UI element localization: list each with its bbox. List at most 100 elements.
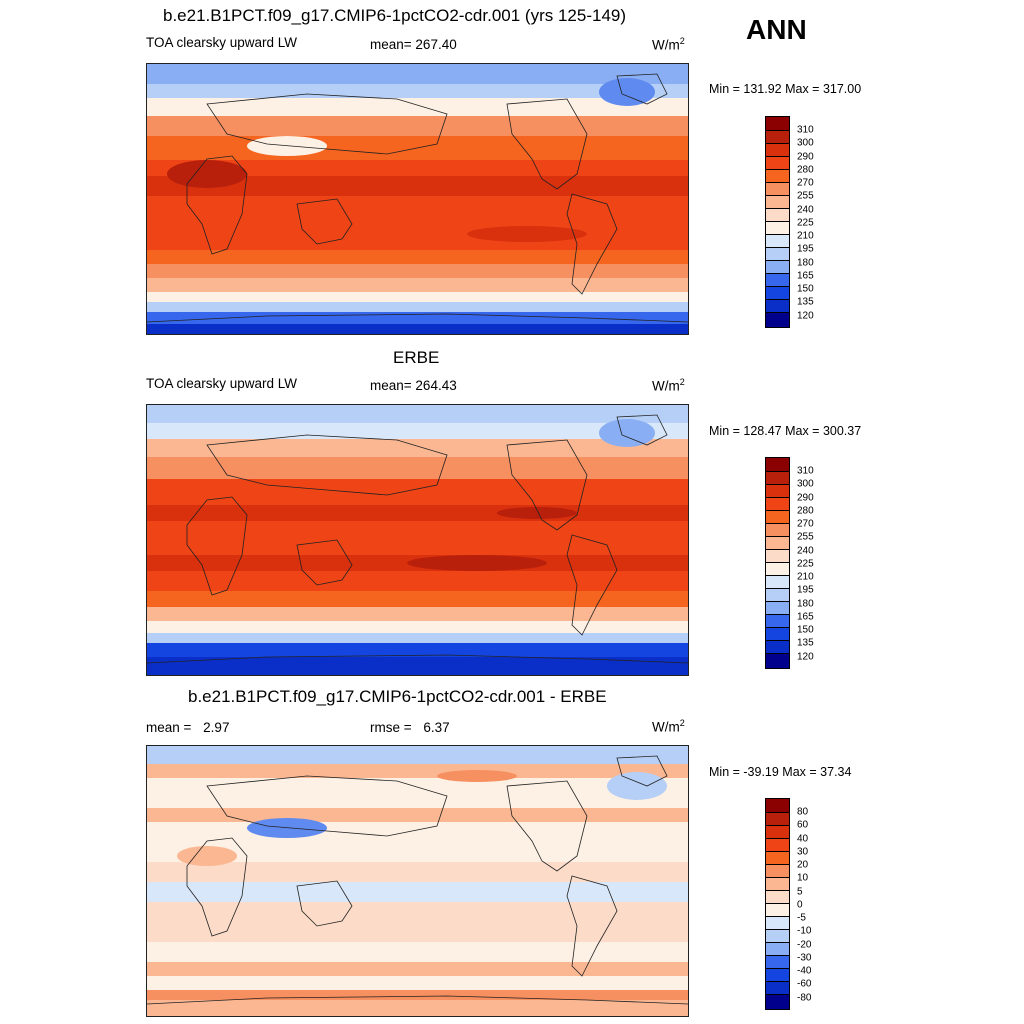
colorbar-tick-label: 180	[797, 598, 814, 609]
panel1-cbar-swatch	[766, 300, 789, 313]
colorbar-tick-label: 225	[797, 558, 814, 570]
colorbar-tick-label: 300	[797, 478, 814, 490]
panel1-map-svg	[147, 64, 688, 334]
panel3-mean-value: 2.97	[203, 720, 230, 735]
panel1-mean-label: mean=	[370, 37, 412, 52]
panel2-mean: mean= 264.43	[370, 378, 457, 393]
colorbar-tick-label: 240	[797, 545, 814, 556]
colorbar-tick-label: 290	[797, 492, 814, 503]
colorbar-tick-label: 270	[797, 177, 814, 189]
panel1-map	[146, 63, 689, 335]
colorbar-tick-label: 210	[797, 571, 814, 583]
panel2-cbar-swatch	[766, 576, 789, 589]
colorbar-tick-label: 20	[797, 859, 809, 871]
colorbar-tick-label: 300	[797, 137, 814, 149]
panel1-cbar-swatch	[766, 183, 789, 196]
colorbar-tick-label: 5	[797, 886, 803, 897]
colorbar-tick-label: 225	[797, 217, 814, 229]
panel3-cbar-swatch	[766, 799, 789, 813]
panel3-cbar-swatch	[766, 917, 789, 930]
panel2-cbar-swatch	[766, 589, 789, 602]
panel3-map-svg	[147, 746, 688, 1016]
colorbar-tick-label: 165	[797, 611, 814, 623]
colorbar-tick-label: 180	[797, 257, 814, 268]
panel2-cbar-swatch	[766, 524, 789, 537]
colorbar-tick-label: 40	[797, 833, 809, 844]
colorbar-tick-label: 135	[797, 296, 814, 308]
panel1-units-exp: 2	[679, 36, 685, 46]
panel3-units-base: W/m	[652, 719, 680, 735]
colorbar-tick-label: 195	[797, 243, 814, 255]
colorbar-tick-label: 60	[797, 819, 809, 831]
panel1-colorbar	[765, 116, 790, 328]
panel2-cbar-swatch	[766, 498, 789, 511]
panel1-cbar-swatch	[766, 235, 789, 248]
panel1-cbar-swatch	[766, 313, 789, 327]
panel3-cbar-swatch	[766, 865, 789, 878]
colorbar-tick-label: -30	[797, 952, 812, 964]
colorbar-tick-label: -10	[797, 925, 812, 937]
panel3-cbar-swatch	[766, 943, 789, 956]
panel2-cbar-swatch	[766, 563, 789, 576]
colorbar-tick-label: 30	[797, 846, 809, 858]
panel2-cbar-swatch	[766, 485, 789, 498]
panel1-cbar-swatch	[766, 117, 789, 131]
panel1-cbar-swatch	[766, 144, 789, 157]
colorbar-tick-label: -80	[797, 992, 812, 1003]
panel3-cbar-swatch	[766, 930, 789, 943]
panel2-units-exp: 2	[679, 377, 685, 387]
colorbar-tick-label: 135	[797, 637, 814, 649]
panel1-minmax: Min = 131.92 Max = 317.00	[709, 82, 862, 96]
panel2-cbar-swatch	[766, 641, 789, 654]
panel3-cbar-swatch	[766, 852, 789, 865]
panel1-cbar-swatch	[766, 170, 789, 183]
panel3-colorbar	[765, 798, 790, 1010]
colorbar-tick-label: -5	[797, 912, 806, 924]
colorbar-tick-label: 120	[797, 310, 814, 321]
colorbar-tick-label: -20	[797, 939, 812, 950]
panel1-mean: mean= 267.40	[370, 37, 457, 52]
panel3-title: b.e21.B1PCT.f09_g17.CMIP6-1pctCO2-cdr.00…	[188, 687, 607, 706]
panel1-variable: TOA clearsky upward LW	[146, 35, 298, 50]
panel1-units-base: W/m	[652, 37, 680, 53]
panel1-cbar-swatch	[766, 157, 789, 170]
panel3-rmse-value: 6.37	[423, 720, 450, 735]
panel1-mean-value: 267.40	[415, 37, 457, 52]
panel2-cbar-swatch	[766, 472, 789, 485]
colorbar-tick-label: 270	[797, 518, 814, 530]
panel1-cbar-swatch	[766, 222, 789, 235]
season-label: ANN	[746, 14, 807, 45]
panel2-cbar-swatch	[766, 654, 789, 668]
colorbar-tick-label: 310	[797, 465, 814, 477]
panel3-units: W/m2	[652, 718, 685, 735]
colorbar-tick-label: 165	[797, 270, 814, 282]
panel2-cbar-swatch	[766, 550, 789, 563]
panel2-cbar-swatch	[766, 602, 789, 615]
colorbar-tick-label: -60	[797, 978, 812, 990]
panel2-colorbar	[765, 457, 790, 669]
colorbar-tick-label: 310	[797, 124, 814, 136]
colorbar-tick-label: 150	[797, 624, 814, 636]
colorbar-tick-label: 280	[797, 164, 814, 176]
panel2-units: W/m2	[652, 377, 685, 394]
colorbar-tick-label: 120	[797, 651, 814, 662]
panel2-cbar-swatch	[766, 511, 789, 524]
panel3-mean: mean = 2.97	[146, 720, 229, 735]
panel3-units-exp: 2	[679, 718, 685, 728]
colorbar-tick-label: 280	[797, 505, 814, 517]
panel2-mean-label: mean=	[370, 378, 412, 393]
panel1-cbar-swatch	[766, 274, 789, 287]
colorbar-tick-label: 240	[797, 204, 814, 215]
panel3-cbar-swatch	[766, 982, 789, 995]
panel1-units: W/m2	[652, 36, 685, 53]
panel3-cbar-swatch	[766, 956, 789, 969]
panel3-cbar-swatch	[766, 839, 789, 852]
panel3-cbar-swatch	[766, 878, 789, 891]
panel3-cbar-swatch	[766, 904, 789, 917]
panel3-cbar-swatch	[766, 995, 789, 1009]
panel1-cbar-swatch	[766, 287, 789, 300]
panel2-minmax: Min = 128.47 Max = 300.37	[709, 424, 862, 438]
panel1-cbar-swatch	[766, 131, 789, 144]
panel3-cbar-swatch	[766, 813, 789, 826]
colorbar-tick-label: 0	[797, 899, 803, 911]
